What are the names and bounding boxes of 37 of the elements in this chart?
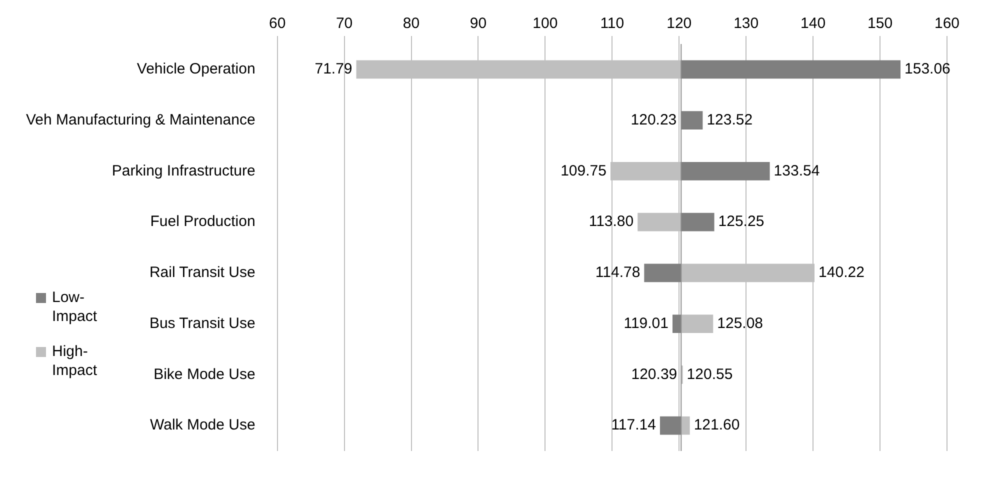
data-label: 121.60 xyxy=(694,416,740,434)
y-tick-label: Parking Infrastructure xyxy=(112,162,256,180)
x-tick-label: 150 xyxy=(868,15,893,32)
data-label: 120.39 xyxy=(631,366,678,383)
data-label: 125.08 xyxy=(717,314,764,332)
x-tick-label: 60 xyxy=(268,15,286,32)
y-tick-label: Vehicle Operation xyxy=(136,60,256,78)
data-label: 123.52 xyxy=(706,111,753,128)
data-label: 117.14 xyxy=(611,416,656,434)
legend-label: Low-Impact xyxy=(52,288,98,326)
y-tick-label: Walk Mode Use xyxy=(150,416,256,434)
data-label: 153.06 xyxy=(904,60,950,78)
x-tick-label: 90 xyxy=(470,15,487,32)
x-tick-label: 120 xyxy=(666,15,692,32)
data-label: 133.54 xyxy=(774,162,820,180)
data-label: 114.78 xyxy=(595,264,640,282)
data-label: 71.79 xyxy=(314,60,352,78)
data-label: 125.25 xyxy=(718,213,764,230)
data-label: 120.23 xyxy=(630,111,677,128)
x-tick-label: 160 xyxy=(934,15,960,32)
x-tick-label: 100 xyxy=(532,15,558,32)
x-tick-label: 70 xyxy=(336,15,353,32)
data-label: 120.55 xyxy=(686,366,733,383)
data-label: 140.22 xyxy=(818,264,864,282)
y-tick-label: Bike Mode Use xyxy=(154,366,256,383)
y-tick-label: Veh Manufacturing & Maintenance xyxy=(26,111,256,128)
y-tick-label: Bus Transit Use xyxy=(149,314,256,332)
y-tick-label: Rail Transit Use xyxy=(149,264,256,282)
data-label: 109.75 xyxy=(560,162,606,180)
y-tick-label: Fuel Production xyxy=(150,213,256,230)
x-tick-label: 110 xyxy=(600,15,624,32)
data-label: 113.80 xyxy=(588,213,634,230)
x-tick-label: 80 xyxy=(402,15,420,32)
x-tick-label: 140 xyxy=(800,15,826,32)
data-label: 119.01 xyxy=(624,314,668,332)
legend-label: High-Impact xyxy=(52,342,98,380)
x-tick-label: 130 xyxy=(734,15,759,32)
